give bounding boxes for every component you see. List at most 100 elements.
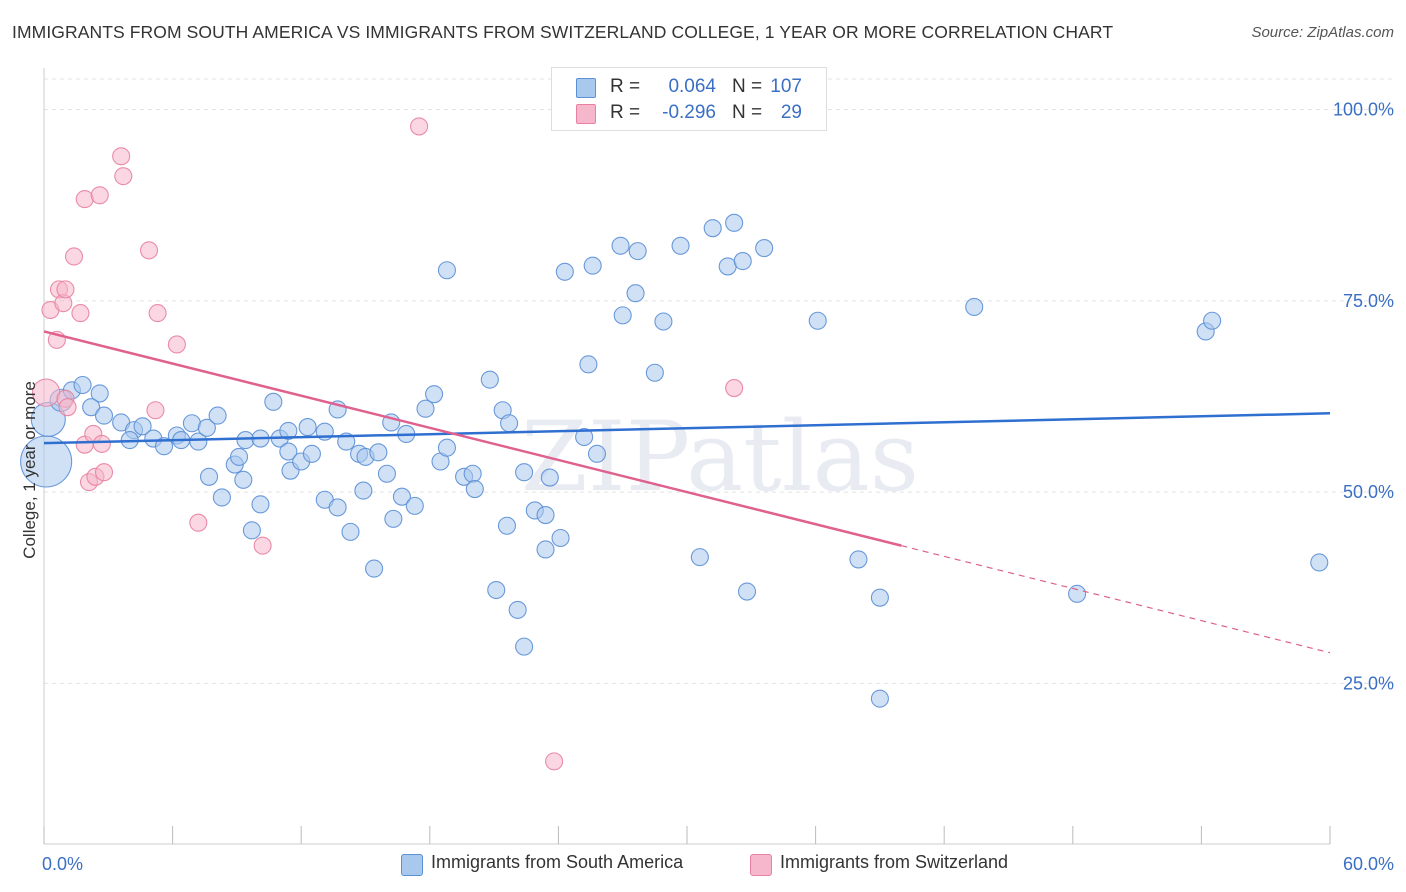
switzerland-point (64, 247, 84, 266)
switzerland-point (189, 513, 208, 532)
south-america-point (465, 479, 484, 499)
south-america-point (251, 495, 270, 514)
south-america-point (229, 447, 249, 466)
trend-lines (43, 330, 1331, 654)
south-america-trend-line (43, 412, 1331, 445)
blue-swatch (401, 854, 423, 876)
south-america-point (199, 467, 219, 486)
pink-swatch (576, 104, 596, 124)
switzerland-point (112, 147, 131, 166)
south-america-point (1068, 584, 1087, 603)
south-america-point (437, 438, 456, 457)
y-tick-label: 100.0% (1333, 100, 1394, 120)
switzerland-point (90, 186, 109, 205)
south-america-point (279, 421, 298, 440)
switzerland-point (75, 190, 94, 209)
switzerland-point (71, 304, 90, 323)
legend-n-value: 29 (780, 102, 802, 123)
south-america-point (628, 242, 647, 261)
south-america-point (613, 306, 632, 325)
south-america-point (733, 252, 752, 271)
pink-swatch (750, 854, 772, 876)
legend-r-value: 0.064 (668, 76, 716, 97)
south-america-point (182, 414, 201, 433)
south-america-point (279, 442, 298, 461)
south-america-point (645, 363, 664, 382)
legend-label: Immigrants from South America (431, 852, 684, 872)
switzerland-trend-extension (901, 545, 1331, 654)
y-axis-title: College, 1 year or more (20, 381, 39, 559)
south-america-point (425, 385, 444, 404)
south-america-point (575, 427, 594, 447)
switzerland-point (146, 401, 165, 420)
south-america-point (725, 213, 744, 232)
south-america-point (536, 540, 555, 559)
south-america-point (536, 505, 555, 525)
x-tick-label: 60.0% (1343, 854, 1394, 874)
chart-title: IMMIGRANTS FROM SOUTH AMERICA VS IMMIGRA… (12, 22, 1114, 42)
south-america-point (264, 392, 283, 411)
south-america-point (515, 463, 534, 482)
switzerland-point (148, 304, 167, 323)
south-america-point (365, 559, 384, 578)
source-label: Source: ZipAtlas.com (1251, 24, 1394, 41)
south-america-point (555, 262, 574, 281)
south-america-point (236, 431, 255, 450)
legend-n-label: N = (732, 76, 763, 97)
south-america-point (583, 256, 602, 275)
south-america-point (487, 580, 506, 600)
south-america-point (755, 239, 774, 258)
switzerland-point (56, 280, 75, 299)
south-america-point (82, 398, 101, 417)
south-america-point (849, 550, 868, 569)
correlation-legend: R = 0.064 N = 107 R = -0.296 N = 29 (551, 67, 827, 131)
switzerland-point (253, 536, 272, 555)
switzerland-point (92, 434, 111, 453)
south-america-point (392, 487, 411, 506)
south-america-point (208, 406, 227, 425)
blue-swatch (576, 78, 596, 98)
south-america-point (1310, 553, 1329, 572)
south-america-point (437, 261, 456, 280)
south-america-point (73, 375, 92, 395)
south-america-point (515, 637, 534, 656)
south-america-point (197, 418, 216, 437)
south-america-point (611, 236, 630, 255)
y-tick-label: 75.0% (1343, 291, 1394, 311)
south-america-point (189, 432, 208, 451)
south-america-point (690, 548, 709, 567)
switzerland-trend-line (43, 330, 902, 547)
switzerland-point (139, 241, 159, 260)
south-america-point (703, 219, 722, 238)
south-america-point (133, 417, 152, 436)
south-america-point (377, 464, 396, 483)
south-america-point (626, 284, 645, 303)
south-america-point (328, 498, 347, 517)
legend-r-label: R = (610, 76, 641, 97)
switzerland-point (58, 398, 77, 417)
south-america-point (212, 488, 231, 507)
south-america-point (497, 516, 517, 535)
south-america-point (654, 312, 673, 331)
south-america-point (500, 414, 519, 433)
switzerland-point (725, 379, 744, 398)
south-america-point (737, 582, 757, 601)
switzerland-point (545, 752, 564, 771)
switzerland-point (114, 167, 133, 186)
south-america-point (234, 470, 253, 489)
switzerland-point (94, 463, 114, 482)
south-america-point (808, 311, 827, 330)
south-america-point (154, 437, 174, 456)
south-america-point (551, 528, 570, 548)
south-america-point (1203, 311, 1222, 330)
south-america-point (870, 689, 889, 708)
south-america-point (369, 443, 388, 462)
watermark: ZIPatlas (521, 401, 919, 513)
south-america-point (540, 468, 559, 487)
x-tick-label: 0.0% (42, 854, 83, 874)
south-america-point (671, 236, 690, 255)
south-america-point (94, 406, 114, 425)
south-america-point (302, 444, 321, 463)
south-america-point (480, 370, 499, 389)
